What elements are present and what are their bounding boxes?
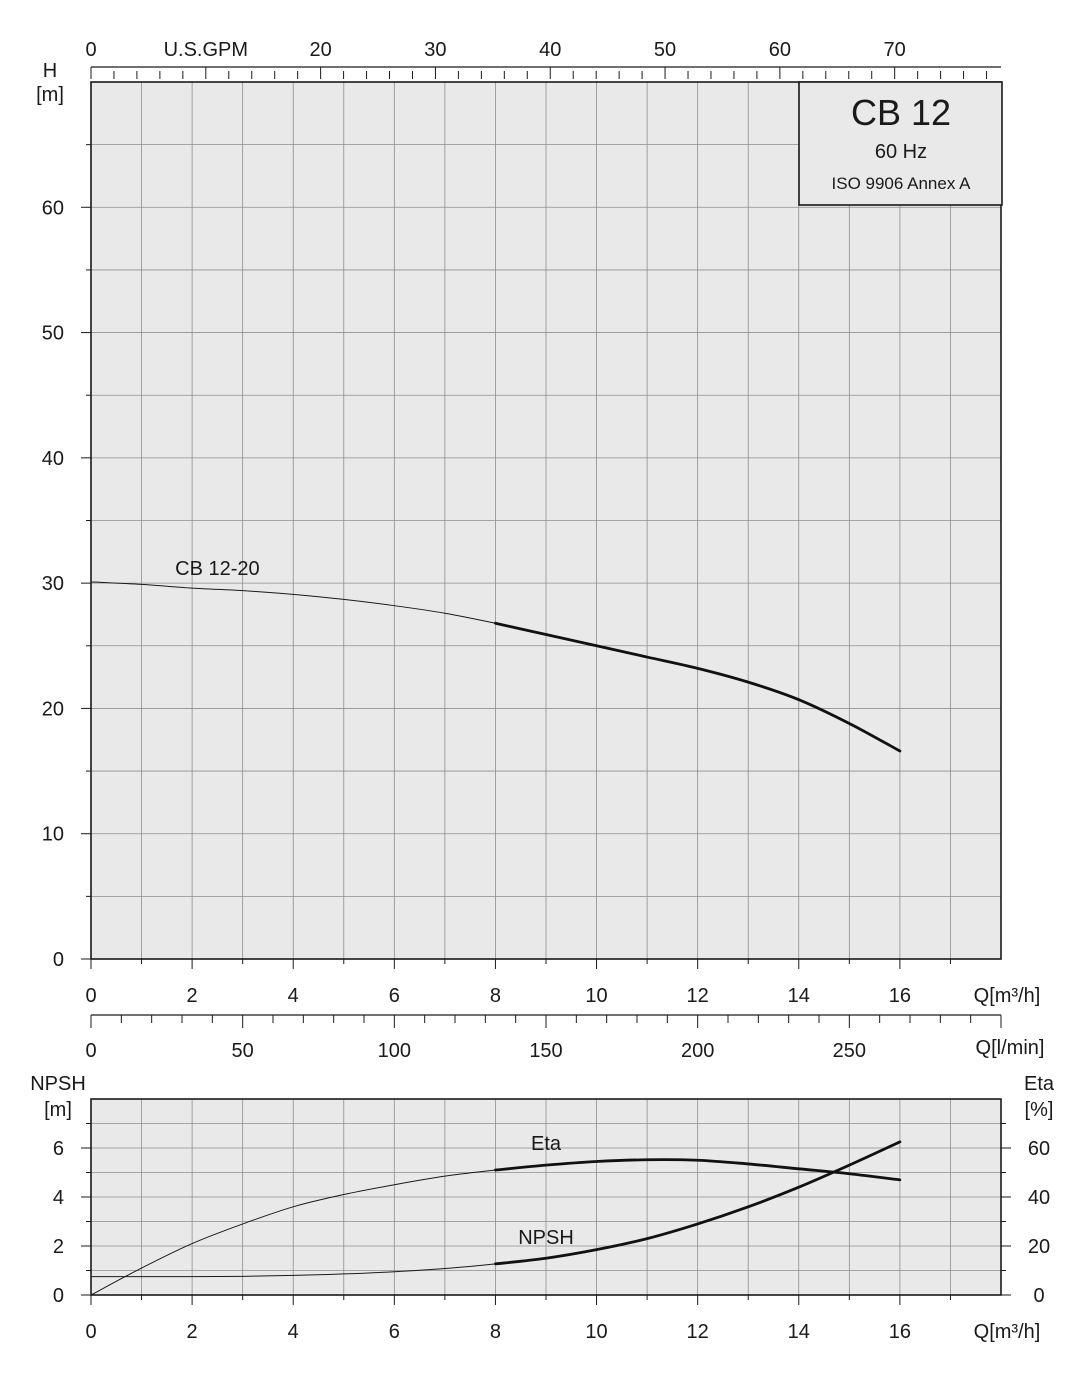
npsh-x-tick-label: 10 xyxy=(585,1321,607,1343)
head-x-tick-label: 4 xyxy=(288,985,299,1007)
npsh-x-tick-label: 12 xyxy=(687,1321,709,1343)
lmin-tick-label: 50 xyxy=(232,1040,254,1062)
npsh-x-tick-label: 14 xyxy=(788,1321,810,1343)
head-x-tick-label: 6 xyxy=(389,985,400,1007)
npsh-axis-unit: [m] xyxy=(44,1099,72,1121)
npsh-y-tick-label: 0 xyxy=(53,1285,64,1307)
npsh-x-tick-label: 2 xyxy=(187,1321,198,1343)
head-y-axis-unit: [m] xyxy=(36,84,64,106)
head-series-operating-range xyxy=(494,621,902,753)
gpm-tick-label: 60 xyxy=(769,39,791,61)
npsh-x-tick-label: 4 xyxy=(288,1321,299,1343)
lmin-tick-label: 150 xyxy=(529,1040,562,1062)
npsh-series-operating-range xyxy=(494,1140,902,1266)
info-box-frequency: 60 Hz xyxy=(875,141,927,163)
head-x-axis-title: Q[m³/h] xyxy=(974,985,1041,1007)
lmin-tick-label: 100 xyxy=(378,1040,411,1062)
head-y-axis-title: H xyxy=(43,60,57,82)
lmin-axis-title: Q[l/min] xyxy=(976,1037,1045,1059)
gpm-axis-title: U.S.GPM xyxy=(164,39,248,61)
info-box-standard: ISO 9906 Annex A xyxy=(832,174,972,193)
head-x-tick-label: 8 xyxy=(490,985,501,1007)
head-x-tick-label: 2 xyxy=(187,985,198,1007)
head-x-tick-label: 14 xyxy=(788,985,810,1007)
gpm-tick-label: 20 xyxy=(309,39,331,61)
gpm-tick-label: 30 xyxy=(424,39,446,61)
eta-y-tick-label: 0 xyxy=(1033,1285,1044,1307)
npsh-y-tick-label: 6 xyxy=(53,1138,64,1160)
eta-y-tick-label: 60 xyxy=(1028,1138,1050,1160)
eta-series-label: Eta xyxy=(531,1133,562,1155)
gpm-tick-label: 70 xyxy=(884,39,906,61)
npsh-x-tick-label: 0 xyxy=(85,1321,96,1343)
head-y-tick-label: 10 xyxy=(42,824,64,846)
head-x-tick-label: 0 xyxy=(85,985,96,1007)
info-box: CB 12 60 Hz ISO 9906 Annex A xyxy=(798,81,1003,206)
eta-y-tick-label: 20 xyxy=(1028,1236,1050,1258)
lmin-tick-label: 200 xyxy=(681,1040,714,1062)
head-y-tick-label: 30 xyxy=(42,573,64,595)
npsh-x-tick-label: 16 xyxy=(889,1321,911,1343)
head-y-tick-label: 0 xyxy=(53,949,64,971)
head-y-tick-label: 20 xyxy=(42,698,64,720)
lmin-tick-label: 0 xyxy=(85,1040,96,1062)
eta-y-tick-label: 40 xyxy=(1028,1187,1050,1209)
eta-axis-title: Eta xyxy=(1024,1073,1055,1095)
npsh-series-label: NPSH xyxy=(518,1227,574,1249)
npsh-axis-title: NPSH xyxy=(30,1073,86,1095)
npsh-y-tick-label: 2 xyxy=(53,1236,64,1258)
gpm-tick-label: 40 xyxy=(539,39,561,61)
head-series-label: CB 12-20 xyxy=(175,558,260,580)
head-y-tick-label: 40 xyxy=(42,448,64,470)
gpm-tick-label: 50 xyxy=(654,39,676,61)
gpm-tick-label: 0 xyxy=(85,39,96,61)
npsh-x-tick-label: 6 xyxy=(389,1321,400,1343)
lmin-tick-label: 250 xyxy=(833,1040,866,1062)
head-x-tick-label: 16 xyxy=(889,985,911,1007)
npsh-x-tick-label: 8 xyxy=(490,1321,501,1343)
head-y-tick-label: 50 xyxy=(42,323,64,345)
head-x-tick-label: 10 xyxy=(585,985,607,1007)
eta-axis-unit: [%] xyxy=(1025,1099,1054,1121)
head-y-tick-label: 60 xyxy=(42,197,64,219)
info-box-model: CB 12 xyxy=(851,92,951,133)
npsh-x-axis-title: Q[m³/h] xyxy=(974,1321,1041,1343)
npsh-y-tick-label: 4 xyxy=(53,1187,64,1209)
head-x-tick-label: 12 xyxy=(687,985,709,1007)
